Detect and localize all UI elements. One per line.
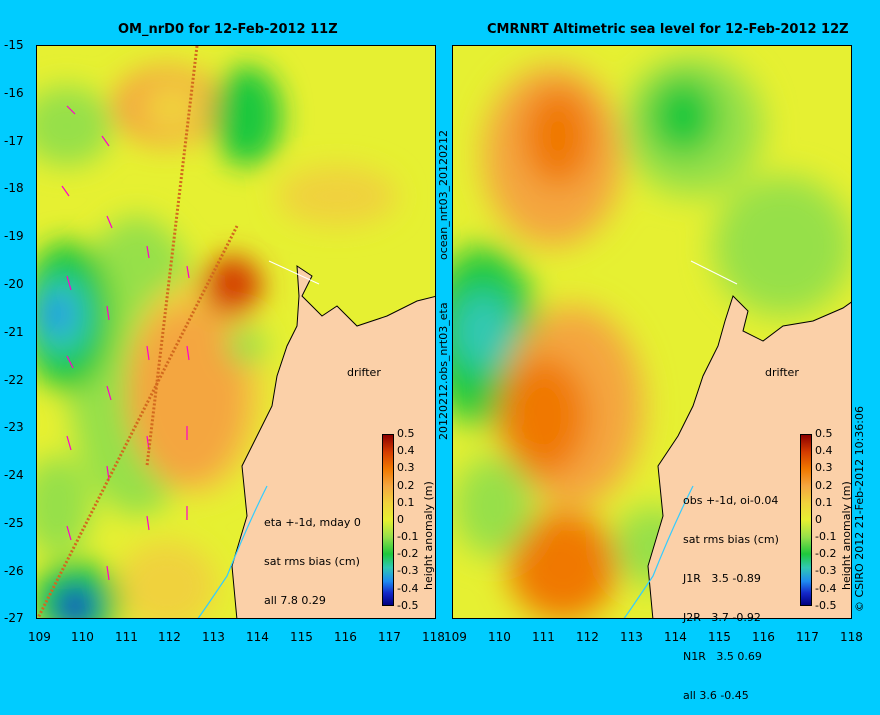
x-tick: 116 [334, 630, 357, 644]
y-tick: -27 [4, 611, 24, 625]
colorbar-tick: 0.1 [815, 496, 833, 509]
colorbar-tick: -0.5 [397, 599, 419, 612]
side-label-top: ocean_nrt03_20120212 [437, 129, 450, 260]
x-tick: 117 [796, 630, 819, 644]
x-tick: 116 [752, 630, 775, 644]
colorbar-tick: -0.4 [815, 582, 837, 595]
x-tick: 111 [115, 630, 138, 644]
x-tick: 114 [664, 630, 687, 644]
colorbar-tick: -0.1 [397, 530, 419, 543]
x-tick: 118 [422, 630, 445, 644]
colorbar-tick: -0.1 [815, 530, 837, 543]
colorbar-tick: 0.4 [397, 444, 415, 457]
side-label-bottom: 20120212.obs_nrt03_eta [437, 302, 450, 440]
x-tick: 113 [202, 630, 225, 644]
y-tick: -21 [4, 325, 24, 339]
x-tick: 109 [28, 630, 51, 644]
x-tick: 109 [444, 630, 467, 644]
y-tick: -26 [4, 564, 24, 578]
x-tick: 117 [378, 630, 401, 644]
legend-line: all 7.8 0.29 [264, 594, 326, 607]
x-tick: 115 [290, 630, 313, 644]
legend-line: sat rms bias (cm) [683, 533, 779, 546]
legend-line: obs +-1d, oi-0.04 [683, 494, 779, 507]
copyright-label: © CSIRO 2012 21-Feb-2012 10:36:06 [853, 406, 866, 612]
legend-line: N1R 3.5 0.69 [683, 650, 762, 663]
colorbar-tick: 0 [815, 513, 822, 526]
right-legend: obs +-1d, oi-0.04 sat rms bias (cm) J1R … [683, 468, 779, 715]
y-tick: -19 [4, 229, 24, 243]
colorbar-tick: -0.3 [397, 564, 419, 577]
colorbar-tick: 0.2 [397, 479, 415, 492]
colorbar-tick: 0 [397, 513, 404, 526]
x-tick: 118 [840, 630, 863, 644]
legend-line: J1R 3.5 -0.89 [683, 572, 761, 585]
y-tick: -25 [4, 516, 24, 530]
left-legend: eta +-1d, mday 0 sat rms bias (cm) all 7… [264, 490, 361, 620]
colorbar-tick: -0.2 [815, 547, 837, 560]
legend-line: all 3.6 -0.45 [683, 689, 749, 702]
left-map-panel [36, 45, 436, 619]
colorbar-tick: -0.2 [397, 547, 419, 560]
colorbar-tick: -0.5 [815, 599, 837, 612]
y-tick: -18 [4, 181, 24, 195]
x-tick: 114 [246, 630, 269, 644]
y-tick: -17 [4, 134, 24, 148]
legend-line: sat rms bias (cm) [264, 555, 360, 568]
legend-line: eta +-1d, mday 0 [264, 516, 361, 529]
colorbar-tick: 0.5 [397, 427, 415, 440]
y-tick: -23 [4, 420, 24, 434]
legend-line: J2R 3.7 -0.92 [683, 611, 761, 624]
left-map-title: OM_nrD0 for 12-Feb-2012 11Z [118, 22, 338, 37]
colorbar-tick: 0.3 [397, 461, 415, 474]
left-colorbar-label: height anomaly (m) [422, 481, 435, 590]
y-tick: -15 [4, 38, 24, 52]
colorbar-tick: 0.1 [397, 496, 415, 509]
x-tick: 110 [488, 630, 511, 644]
y-tick: -16 [4, 86, 24, 100]
x-tick: 112 [158, 630, 181, 644]
colorbar-tick: -0.3 [815, 564, 837, 577]
left-map-canvas [37, 46, 435, 618]
colorbar-tick: 0.2 [815, 479, 833, 492]
x-tick: 110 [71, 630, 94, 644]
x-tick: 113 [620, 630, 643, 644]
right-map-panel [452, 45, 852, 619]
colorbar-tick: 0.3 [815, 461, 833, 474]
right-colorbar-label: height anomaly (m) [840, 481, 853, 590]
right-map-canvas [453, 46, 851, 618]
colorbar-tick: 0.4 [815, 444, 833, 457]
y-tick: -20 [4, 277, 24, 291]
right-map-title: CMRNRT Altimetric sea level for 12-Feb-2… [487, 22, 849, 37]
x-tick: 115 [708, 630, 731, 644]
right-colorbar [800, 434, 812, 606]
colorbar-tick: -0.4 [397, 582, 419, 595]
colorbar-tick: 0.5 [815, 427, 833, 440]
x-tick: 111 [532, 630, 555, 644]
left-colorbar [382, 434, 394, 606]
x-tick: 112 [576, 630, 599, 644]
right-drifter-label: drifter [765, 366, 799, 379]
y-tick: -22 [4, 373, 24, 387]
left-drifter-label: drifter [347, 366, 381, 379]
y-tick: -24 [4, 468, 24, 482]
